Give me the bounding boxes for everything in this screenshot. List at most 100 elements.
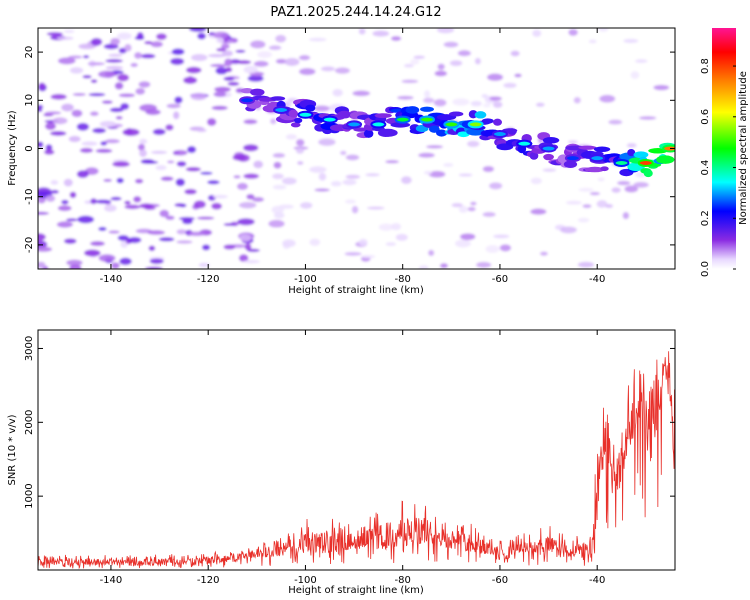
noise-blob bbox=[176, 161, 187, 167]
y-tick-label: 10 bbox=[24, 94, 35, 107]
noise-blob bbox=[252, 197, 264, 203]
noise-blob bbox=[140, 53, 156, 59]
noise-blob bbox=[56, 221, 74, 228]
ridge-halo bbox=[493, 118, 502, 126]
noise-blob bbox=[605, 204, 614, 209]
noise-blob bbox=[84, 249, 101, 257]
noise-blob bbox=[391, 223, 402, 231]
noise-blob bbox=[216, 47, 227, 52]
noise-blob bbox=[236, 182, 248, 190]
noise-blob bbox=[150, 150, 168, 154]
noise-blob bbox=[483, 103, 491, 108]
noise-blob bbox=[140, 159, 155, 164]
ridge-halo bbox=[543, 153, 554, 161]
noise-blob bbox=[89, 111, 99, 117]
ridge-halo bbox=[656, 155, 675, 164]
noise-blob bbox=[358, 28, 366, 35]
noise-blob bbox=[253, 160, 264, 169]
noise-blob bbox=[208, 53, 226, 58]
noise-blob bbox=[116, 32, 132, 40]
noise-blob bbox=[197, 32, 206, 40]
ridge-halo bbox=[294, 117, 303, 124]
noise-blob bbox=[489, 182, 503, 190]
ridge-point bbox=[467, 120, 484, 129]
spectrogram-y-ticks: -20 -10 0 10 20 bbox=[24, 46, 675, 253]
noise-blob bbox=[489, 96, 502, 101]
ridge-halo bbox=[643, 169, 653, 178]
noise-blob bbox=[38, 104, 44, 110]
noise-blob bbox=[90, 38, 103, 46]
ridge-point bbox=[564, 154, 581, 163]
noise-blob bbox=[196, 216, 215, 220]
colorbar-tick-label: 0.8 bbox=[700, 58, 711, 74]
y-tick-label: 20 bbox=[24, 46, 35, 59]
ridge-halo bbox=[290, 122, 301, 128]
noise-blob bbox=[57, 205, 72, 212]
noise-blob bbox=[482, 165, 495, 173]
x-tick-label: -80 bbox=[395, 575, 411, 586]
noise-blob bbox=[243, 65, 258, 74]
noise-blob bbox=[278, 204, 294, 209]
noise-blob bbox=[224, 58, 233, 67]
noise-blob bbox=[238, 254, 249, 262]
ridge-halo bbox=[593, 146, 611, 153]
noise-blob bbox=[104, 139, 120, 144]
x-tick-label: -120 bbox=[197, 274, 220, 285]
ridge-halo bbox=[288, 109, 299, 118]
noise-blob bbox=[44, 122, 57, 131]
noise-blob bbox=[577, 217, 590, 223]
noise-blob bbox=[582, 204, 592, 209]
noise-blob bbox=[56, 36, 74, 40]
noise-blob bbox=[210, 63, 228, 68]
ridge-halo bbox=[428, 125, 440, 133]
noise-blob bbox=[137, 143, 145, 151]
noise-blob bbox=[117, 73, 130, 82]
ridge-halo bbox=[448, 111, 464, 117]
colorbar-tick-label: 0.4 bbox=[700, 160, 711, 176]
noise-blob bbox=[165, 124, 174, 131]
noise-blob bbox=[105, 65, 124, 70]
noise-blob bbox=[243, 173, 260, 179]
noise-blob bbox=[68, 135, 81, 143]
noise-blob bbox=[342, 179, 357, 186]
noise-blob bbox=[308, 37, 327, 42]
noise-blob bbox=[170, 57, 185, 66]
ridge-point bbox=[662, 144, 675, 153]
noise-blob bbox=[428, 249, 435, 257]
noise-blob bbox=[115, 115, 123, 120]
noise-blob bbox=[68, 55, 83, 59]
spectrogram-x-ticks: -140 -120 -100 -80 -60 -40 bbox=[100, 28, 605, 285]
ridge-halo bbox=[378, 128, 398, 137]
noise-blob bbox=[596, 200, 608, 208]
snr-series-line bbox=[38, 351, 675, 570]
noise-blob bbox=[225, 67, 233, 73]
noise-blob bbox=[318, 172, 327, 181]
y-tick-label: -10 bbox=[24, 189, 35, 205]
noise-blob bbox=[390, 36, 402, 42]
noise-blob bbox=[492, 101, 503, 108]
noise-blob bbox=[476, 261, 492, 268]
noise-blob bbox=[214, 86, 231, 93]
noise-blob bbox=[243, 119, 258, 125]
ridge-halo bbox=[337, 110, 352, 119]
snr-y-label: SNR (10 * v/v) bbox=[7, 414, 18, 485]
ridge-halo bbox=[563, 160, 578, 168]
noise-blob bbox=[395, 233, 408, 241]
noise-blob bbox=[247, 75, 264, 82]
noise-blob bbox=[72, 92, 86, 96]
noise-blob bbox=[413, 55, 426, 59]
noise-blob bbox=[423, 170, 433, 175]
noise-blob bbox=[281, 177, 297, 185]
noise-blob bbox=[297, 161, 304, 165]
noise-blob bbox=[599, 94, 616, 103]
noise-blob bbox=[171, 48, 185, 56]
noise-blob bbox=[138, 81, 151, 88]
x-tick-label: -40 bbox=[589, 274, 605, 285]
noise-blob bbox=[79, 147, 93, 153]
noise-blob bbox=[135, 87, 146, 95]
noise-blob bbox=[358, 238, 368, 247]
noise-blob bbox=[285, 134, 298, 140]
noise-blob bbox=[617, 180, 631, 186]
noise-blob bbox=[90, 198, 97, 205]
